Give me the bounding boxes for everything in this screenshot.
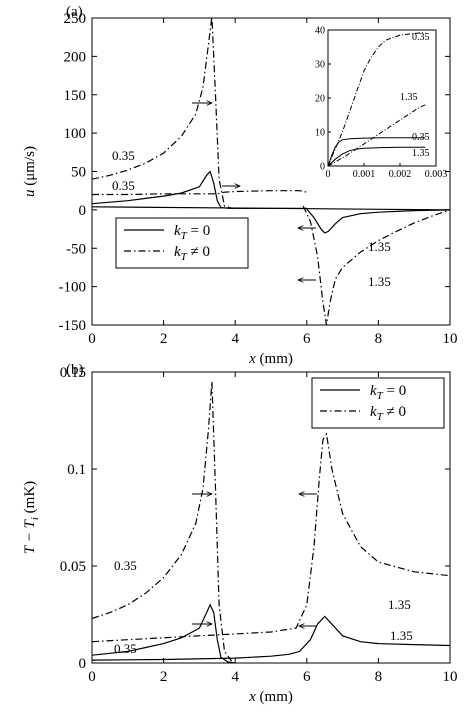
panel-label: (a) [66, 4, 83, 20]
y-tick-label: -100 [59, 280, 87, 296]
series-line-4 [306, 208, 450, 234]
legend: kT = 0 kT ≠ 0 [115, 217, 249, 269]
y-tick-label: 50 [71, 165, 86, 181]
y-tick-label: 0.15 [60, 365, 86, 381]
x-tick-label: 0 [88, 331, 96, 347]
x-tick-label: 0 [88, 669, 96, 685]
legend-entry: kT = 0 [174, 223, 210, 242]
legend: kT = 0 kT ≠ 0 [311, 377, 445, 429]
series-line-1 [92, 190, 307, 196]
y-tick-label: 100 [64, 126, 87, 142]
legend-entry: kT ≠ 0 [174, 244, 210, 263]
y-tick-label: 0.1 [67, 462, 86, 478]
inset-series-3 [327, 146, 426, 167]
inset: 0 0.001 0.002 0.003 0 10 20 30 40 0.35 1.35 0.35 1.3… [315, 26, 447, 181]
curve-annotation: 0.35 [112, 148, 135, 163]
series-line-1 [92, 432, 450, 643]
panel-label: (b) [66, 362, 84, 378]
inset-x-tick-label: 0 [326, 169, 331, 180]
x-axis-label: x (mm) [248, 351, 293, 367]
series-line-5 [92, 206, 450, 211]
curve-annotation: 0.35 [114, 641, 137, 656]
curve-annotation: 1.35 [388, 597, 411, 612]
inset-series-0 [327, 32, 426, 167]
series-group [92, 381, 450, 663]
y-tick-label: 0 [79, 656, 87, 672]
y-tick-label: 0.05 [60, 559, 86, 575]
series-line-0 [92, 381, 233, 662]
legend-box [311, 377, 445, 429]
legend-box [115, 217, 249, 269]
inset-annotation: 0.35 [412, 132, 430, 143]
inset-annotation: 0.35 [412, 32, 430, 43]
x-tick-label: 2 [160, 669, 168, 685]
inset-y-tick-label: 40 [315, 26, 325, 37]
inset-y-tick-label: 20 [315, 94, 325, 105]
x-tick-label: 10 [443, 669, 458, 685]
legend-entry: kT = 0 [370, 383, 406, 402]
y-tick-label: 250 [64, 11, 87, 27]
curve-annotation: 1.35 [368, 239, 391, 254]
x-tick-label: 10 [443, 331, 458, 347]
series-group [92, 18, 450, 325]
inset-y-tick-label: 10 [315, 128, 325, 139]
curve-annotation: 1.35 [368, 274, 391, 289]
curve-annotation: 1.35 [390, 628, 413, 643]
inset-y-tick-label: 30 [315, 60, 325, 71]
inset-series-2 [327, 137, 426, 167]
curve-annotation: 0.35 [114, 558, 137, 573]
x-tick-label: 8 [375, 331, 383, 347]
x-tick-label: 4 [231, 669, 239, 685]
series-line-0 [92, 18, 254, 209]
x-axis-label: x (mm) [248, 689, 293, 705]
y-tick-label: 150 [64, 88, 87, 104]
inset-frame [327, 29, 437, 167]
panel-b: 0 2 4 6 8 10 0 0.05 0.1 0.15(b) x (mm) T − Ti (mK) 0… [22, 362, 458, 705]
y-axis-label: u (μm/s) [22, 146, 38, 197]
x-tick-label: 6 [303, 669, 311, 685]
inset-x-tick-label: 0.003 [425, 169, 448, 180]
inset-annotation: 1.35 [412, 148, 430, 159]
series-line-2 [302, 205, 450, 325]
inset-y-tick-label: 0 [320, 162, 325, 173]
y-tick-label: -50 [66, 241, 86, 257]
curve-annotation: 0.35 [112, 178, 135, 193]
series-line-3 [92, 615, 450, 661]
legend-entry: kT ≠ 0 [370, 404, 406, 423]
x-tick-label: 6 [303, 331, 311, 347]
y-axis-label: T − Ti (mK) [22, 481, 41, 554]
inset-annotation: 1.35 [400, 92, 418, 103]
x-tick-label: 4 [231, 331, 239, 347]
inset-series-1 [327, 104, 426, 167]
y-tick-label: -150 [59, 318, 87, 334]
y-tick-label: 200 [64, 49, 87, 65]
plot-frame [91, 371, 451, 664]
inset-x-tick-label: 0.002 [389, 169, 412, 180]
y-tick-label: 0 [79, 203, 87, 219]
series-line-2 [92, 603, 236, 663]
x-tick-label: 2 [160, 331, 168, 347]
x-tick-label: 8 [375, 669, 383, 685]
inset-x-tick-label: 0.001 [353, 169, 376, 180]
